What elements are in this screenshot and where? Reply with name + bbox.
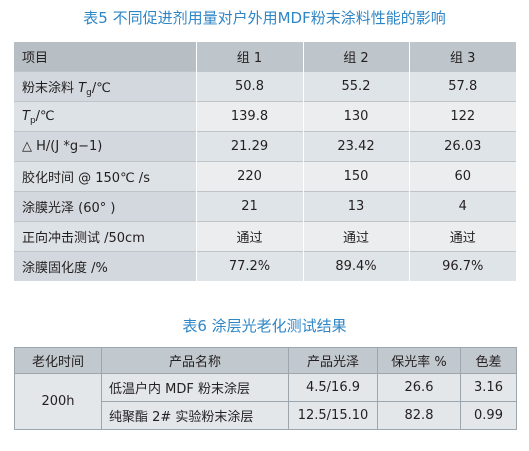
row-label: 涂膜固化度 /%	[14, 251, 197, 281]
table-row: 正向冲击测试 /50cm 通过 通过 通过	[14, 221, 516, 252]
column-header-retention: 保光率 %	[377, 347, 461, 374]
cell-value: 55.2	[303, 71, 410, 102]
table5-header-col: 组 3	[409, 42, 516, 72]
table6: 老化时间 产品名称 产品光泽 保光率 % 色差 200h 低温户内 MDF 粉末…	[14, 347, 517, 430]
row-label: Tp/℃	[14, 101, 197, 132]
cell-value: 57.8	[409, 71, 516, 102]
product-name-cell: 低温户内 MDF 粉末涂层	[101, 373, 289, 402]
table5: 项目 组 1 组 2 组 3 粉末涂料 Tg/℃ 50.8 55.2 57.8 …	[14, 42, 516, 281]
cell-value: 4	[409, 191, 516, 222]
table-row: 胶化时间 @ 150℃ /s 220 150 60	[14, 161, 516, 192]
table-row: △ H/(J *g−1) 21.29 23.42 26.03	[14, 131, 516, 162]
cell-value: 21.29	[196, 131, 304, 162]
gloss-cell: 12.5/15.10	[288, 401, 378, 430]
table-row: Tp/℃ 139.8 130 122	[14, 101, 516, 132]
color-diff-cell: 0.99	[460, 401, 517, 430]
cell-value: 13	[303, 191, 410, 222]
row-label: 正向冲击测试 /50cm	[14, 221, 197, 252]
column-header-aging-time: 老化时间	[14, 347, 102, 374]
table-row: 粉末涂料 Tg/℃ 50.8 55.2 57.8	[14, 71, 516, 102]
cell-value: 220	[196, 161, 304, 192]
cell-value: 26.03	[409, 131, 516, 162]
row-label: 胶化时间 @ 150℃ /s	[14, 161, 197, 192]
product-name-cell: 纯聚酯 2# 实验粉末涂层	[101, 401, 289, 430]
cell-value: 130	[303, 101, 410, 132]
cell-value: 77.2%	[196, 251, 304, 281]
cell-value: 89.4%	[303, 251, 410, 281]
cell-value: 96.7%	[409, 251, 516, 281]
cell-value: 122	[409, 101, 516, 132]
column-header-gloss: 产品光泽	[288, 347, 378, 374]
table5-header-col: 组 1	[196, 42, 304, 72]
gloss-cell: 4.5/16.9	[288, 373, 378, 402]
table5-header-row: 项目 组 1 组 2 组 3	[14, 42, 516, 72]
table6-caption: 表6 涂层光老化测试结果	[182, 317, 347, 335]
cell-value: 23.42	[303, 131, 410, 162]
cell-value: 150	[303, 161, 410, 192]
retention-cell: 26.6	[377, 373, 461, 402]
table-row: 200h 低温户内 MDF 粉末涂层 4.5/16.9 26.6 3.16	[14, 373, 517, 430]
table5-caption: 表5 不同促进剂用量对户外用MDF粉末涂料性能的影响	[83, 9, 446, 27]
table5-header-label: 项目	[14, 42, 197, 72]
table6-header-row: 老化时间 产品名称 产品光泽 保光率 % 色差	[14, 347, 517, 374]
table5-header-col: 组 2	[303, 42, 410, 72]
cell-value: 21	[196, 191, 304, 222]
aging-time-cell: 200h	[14, 373, 102, 430]
retention-cell: 82.8	[377, 401, 461, 430]
cell-value: 60	[409, 161, 516, 192]
column-header-product-name: 产品名称	[101, 347, 289, 374]
row-label: 涂膜光泽 (60° )	[14, 191, 197, 222]
cell-value: 通过	[196, 221, 304, 252]
column-header-color-diff: 色差	[460, 347, 517, 374]
color-diff-cell: 3.16	[460, 373, 517, 402]
table-row: 涂膜光泽 (60° ) 21 13 4	[14, 191, 516, 222]
cell-value: 139.8	[196, 101, 304, 132]
cell-value: 50.8	[196, 71, 304, 102]
row-label: 粉末涂料 Tg/℃	[14, 71, 197, 102]
table-row: 纯聚酯 2# 实验粉末涂层 12.5/15.10 82.8 0.99	[15, 401, 517, 430]
table-row: 涂膜固化度 /% 77.2% 89.4% 96.7%	[14, 251, 516, 281]
row-label: △ H/(J *g−1)	[14, 131, 197, 162]
cell-value: 通过	[303, 221, 410, 252]
cell-value: 通过	[409, 221, 516, 252]
